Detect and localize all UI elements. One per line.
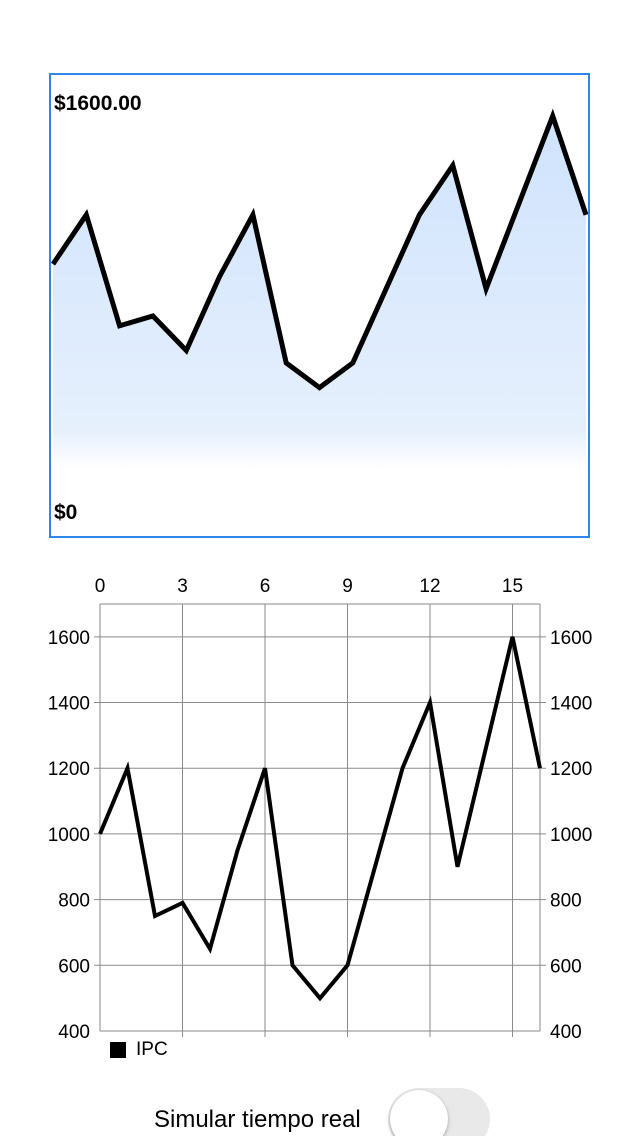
sparkline-line — [51, 108, 588, 391]
line-chart: 0 3 6 9 12 15 400 400 600 600 800 800 1000 1000 1200 12… — [48, 576, 593, 1043]
sparkline-chart: $1600.00 $0 — [49, 73, 590, 538]
x-tick-label-9: 9 — [342, 576, 353, 597]
x-tick-label-6: 6 — [260, 576, 271, 597]
x-tick-label-12: 12 — [419, 576, 440, 597]
y-tick-label-left-600: 600 — [58, 956, 90, 977]
x-tick-label-0: 0 — [95, 576, 106, 597]
x-tick-label-3: 3 — [177, 576, 188, 597]
series-line-ipc — [98, 636, 542, 1002]
y-tick-label-right-1400: 1400 — [550, 694, 592, 715]
legend: IPC — [110, 1039, 168, 1060]
y-tick-label-right-800: 800 — [550, 891, 582, 912]
simulate-realtime-row: Simular tiempo real — [0, 1086, 640, 1136]
x-tick-label-15: 15 — [502, 576, 523, 597]
legend-label-ipc: IPC — [136, 1039, 168, 1060]
sparkline-svg — [51, 108, 588, 536]
sparkline-area — [53, 116, 586, 536]
y-tick-label-left-1400: 1400 — [48, 694, 90, 715]
sparkline-max-label: $1600.00 — [54, 92, 142, 115]
y-tick-label-left-1200: 1200 — [48, 759, 90, 780]
tick-labels: 0 3 6 9 12 15 400 400 600 600 800 800 1000 1000 1200 12… — [48, 576, 593, 1043]
y-tick-label-left-800: 800 — [58, 891, 90, 912]
y-tick-label-left-1600: 1600 — [48, 628, 90, 649]
y-tick-label-right-400: 400 — [550, 1022, 582, 1043]
grid — [94, 603, 546, 1037]
legend-swatch — [110, 1042, 126, 1058]
sparkline-min-label: $0 — [54, 501, 78, 524]
y-tick-label-left-1000: 1000 — [48, 825, 90, 846]
y-tick-label-right-1600: 1600 — [550, 628, 592, 649]
y-tick-label-right-1200: 1200 — [550, 759, 592, 780]
y-tick-label-right-600: 600 — [550, 956, 582, 977]
simulate-realtime-label: Simular tiempo real — [154, 1106, 361, 1133]
toggle-knob[interactable] — [390, 1090, 448, 1136]
y-tick-label-right-1000: 1000 — [550, 825, 592, 846]
y-tick-label-left-400: 400 — [58, 1022, 90, 1043]
simulate-realtime-toggle[interactable] — [388, 1088, 490, 1136]
